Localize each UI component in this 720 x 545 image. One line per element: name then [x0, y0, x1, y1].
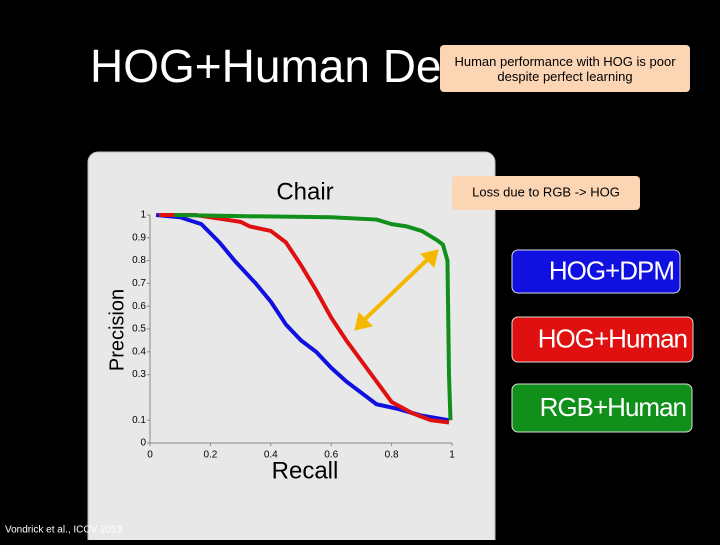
legend-box	[511, 316, 694, 363]
x-tick-label: 0	[147, 450, 153, 461]
legend-label: HOG+Human	[538, 323, 687, 353]
y-axis-label: Precision	[106, 289, 128, 371]
y-tick-label: 0.1	[132, 415, 146, 426]
arrow-head	[354, 312, 373, 331]
legend-box	[511, 249, 681, 294]
callout: Human performance with HOG is poor despi…	[454, 53, 676, 84]
x-tick-label: 0.2	[203, 450, 217, 461]
callout-text: Human performance with HOG is poor despi…	[454, 53, 676, 84]
series-line	[174, 213, 453, 421]
x-tick-label: 0.4	[264, 450, 278, 461]
x-tick-label: 0.8	[385, 450, 399, 461]
x-tick-label: 0.6	[324, 450, 338, 461]
arrow	[354, 249, 439, 331]
legend-label: HOG+DPM	[549, 255, 674, 285]
annotation: Loss due to RGB -> HOG	[472, 184, 620, 199]
y-tick-label: 0.5	[132, 324, 146, 335]
y-tick-label: 0.8	[132, 255, 146, 266]
y-tick-label: 0.7	[132, 278, 146, 289]
y-tick-label: 0.4	[132, 346, 146, 357]
y-tick-label: 0.3	[132, 369, 146, 380]
series-line	[155, 213, 450, 423]
series-line	[159, 213, 450, 425]
arrow-head	[420, 249, 439, 268]
y-tick-label: 0.6	[132, 301, 146, 312]
arrow-shaft	[360, 255, 432, 324]
x-axis-label: Recall	[272, 457, 339, 484]
callout-box	[440, 45, 690, 92]
x-tick-label: 1	[449, 450, 455, 461]
annotation-box	[452, 176, 640, 210]
y-tick-label: 0	[140, 438, 146, 449]
legend-box	[511, 383, 693, 433]
legend-label: RGB+Human	[540, 392, 686, 422]
y-tick-label: 1	[140, 210, 146, 221]
chart-title: Chair	[276, 178, 333, 205]
chart-panel	[87, 151, 496, 545]
y-tick-label: 0.9	[132, 232, 146, 243]
citation: Vondrick et al., ICCV 2013	[5, 525, 123, 536]
